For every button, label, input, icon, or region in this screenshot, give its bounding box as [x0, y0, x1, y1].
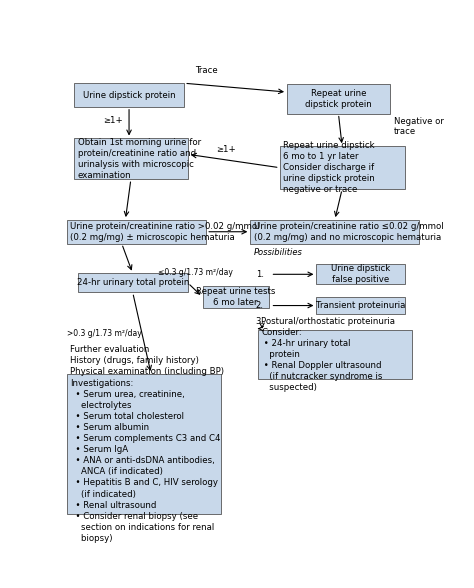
FancyBboxPatch shape — [74, 83, 184, 107]
Text: Repeat urine
dipstick protein: Repeat urine dipstick protein — [305, 89, 372, 109]
Text: ≥1+: ≥1+ — [217, 145, 236, 154]
Text: 3.: 3. — [256, 317, 264, 326]
FancyBboxPatch shape — [280, 146, 405, 189]
FancyBboxPatch shape — [66, 374, 221, 514]
FancyBboxPatch shape — [66, 220, 206, 243]
FancyBboxPatch shape — [250, 220, 419, 243]
Text: Urine dipstick
false positive: Urine dipstick false positive — [331, 264, 390, 285]
Text: Urine protein/creatinine ratio ≤0.02 g/mmol
(0.2 mg/mg) and no microscopic hemat: Urine protein/creatinine ratio ≤0.02 g/m… — [254, 222, 444, 242]
Text: Negative or
trace: Negative or trace — [393, 116, 443, 136]
FancyBboxPatch shape — [287, 84, 390, 113]
Text: Repeat urine dipstick
6 mo to 1 yr later
Consider discharge if
urine dipstick pr: Repeat urine dipstick 6 mo to 1 yr later… — [283, 141, 375, 195]
Text: 1.: 1. — [256, 270, 264, 279]
Text: Trace: Trace — [195, 66, 218, 75]
Text: Obtain 1st morning urine for
protein/creatinine ratio and
urinalysis with micros: Obtain 1st morning urine for protein/cre… — [78, 138, 201, 180]
FancyBboxPatch shape — [78, 273, 188, 292]
FancyBboxPatch shape — [202, 286, 269, 308]
Text: Further evaluation
History (drugs, family history)
Physical examination (includi: Further evaluation History (drugs, famil… — [70, 345, 224, 543]
Text: Possibilities: Possibilities — [254, 248, 303, 257]
Text: Urine dipstick protein: Urine dipstick protein — [83, 91, 175, 99]
Text: Postural/orthostatic proteinuria
Consider:
 • 24-hr urinary total
   protein
 • : Postural/orthostatic proteinuria Conside… — [261, 317, 395, 392]
Text: ≥1+: ≥1+ — [103, 116, 123, 125]
FancyBboxPatch shape — [258, 329, 412, 379]
Text: Transient proteinuria: Transient proteinuria — [316, 301, 405, 310]
Text: >0.3 g/1.73 m²/day: >0.3 g/1.73 m²/day — [66, 329, 141, 338]
Text: 24-hr urinary total protein: 24-hr urinary total protein — [76, 278, 189, 288]
Text: ≤0.3 g/1.73 m²/day: ≤0.3 g/1.73 m²/day — [158, 269, 233, 278]
FancyBboxPatch shape — [316, 297, 405, 314]
Text: 2.: 2. — [256, 301, 264, 310]
FancyBboxPatch shape — [74, 139, 188, 179]
FancyBboxPatch shape — [316, 265, 405, 284]
Text: Urine protein/creatinine ratio >0.02 g/mmol
(0.2 mg/mg) ± microscopic hematuria: Urine protein/creatinine ratio >0.02 g/m… — [70, 222, 260, 242]
Text: Repeat urine tests
6 mo later: Repeat urine tests 6 mo later — [196, 287, 275, 307]
